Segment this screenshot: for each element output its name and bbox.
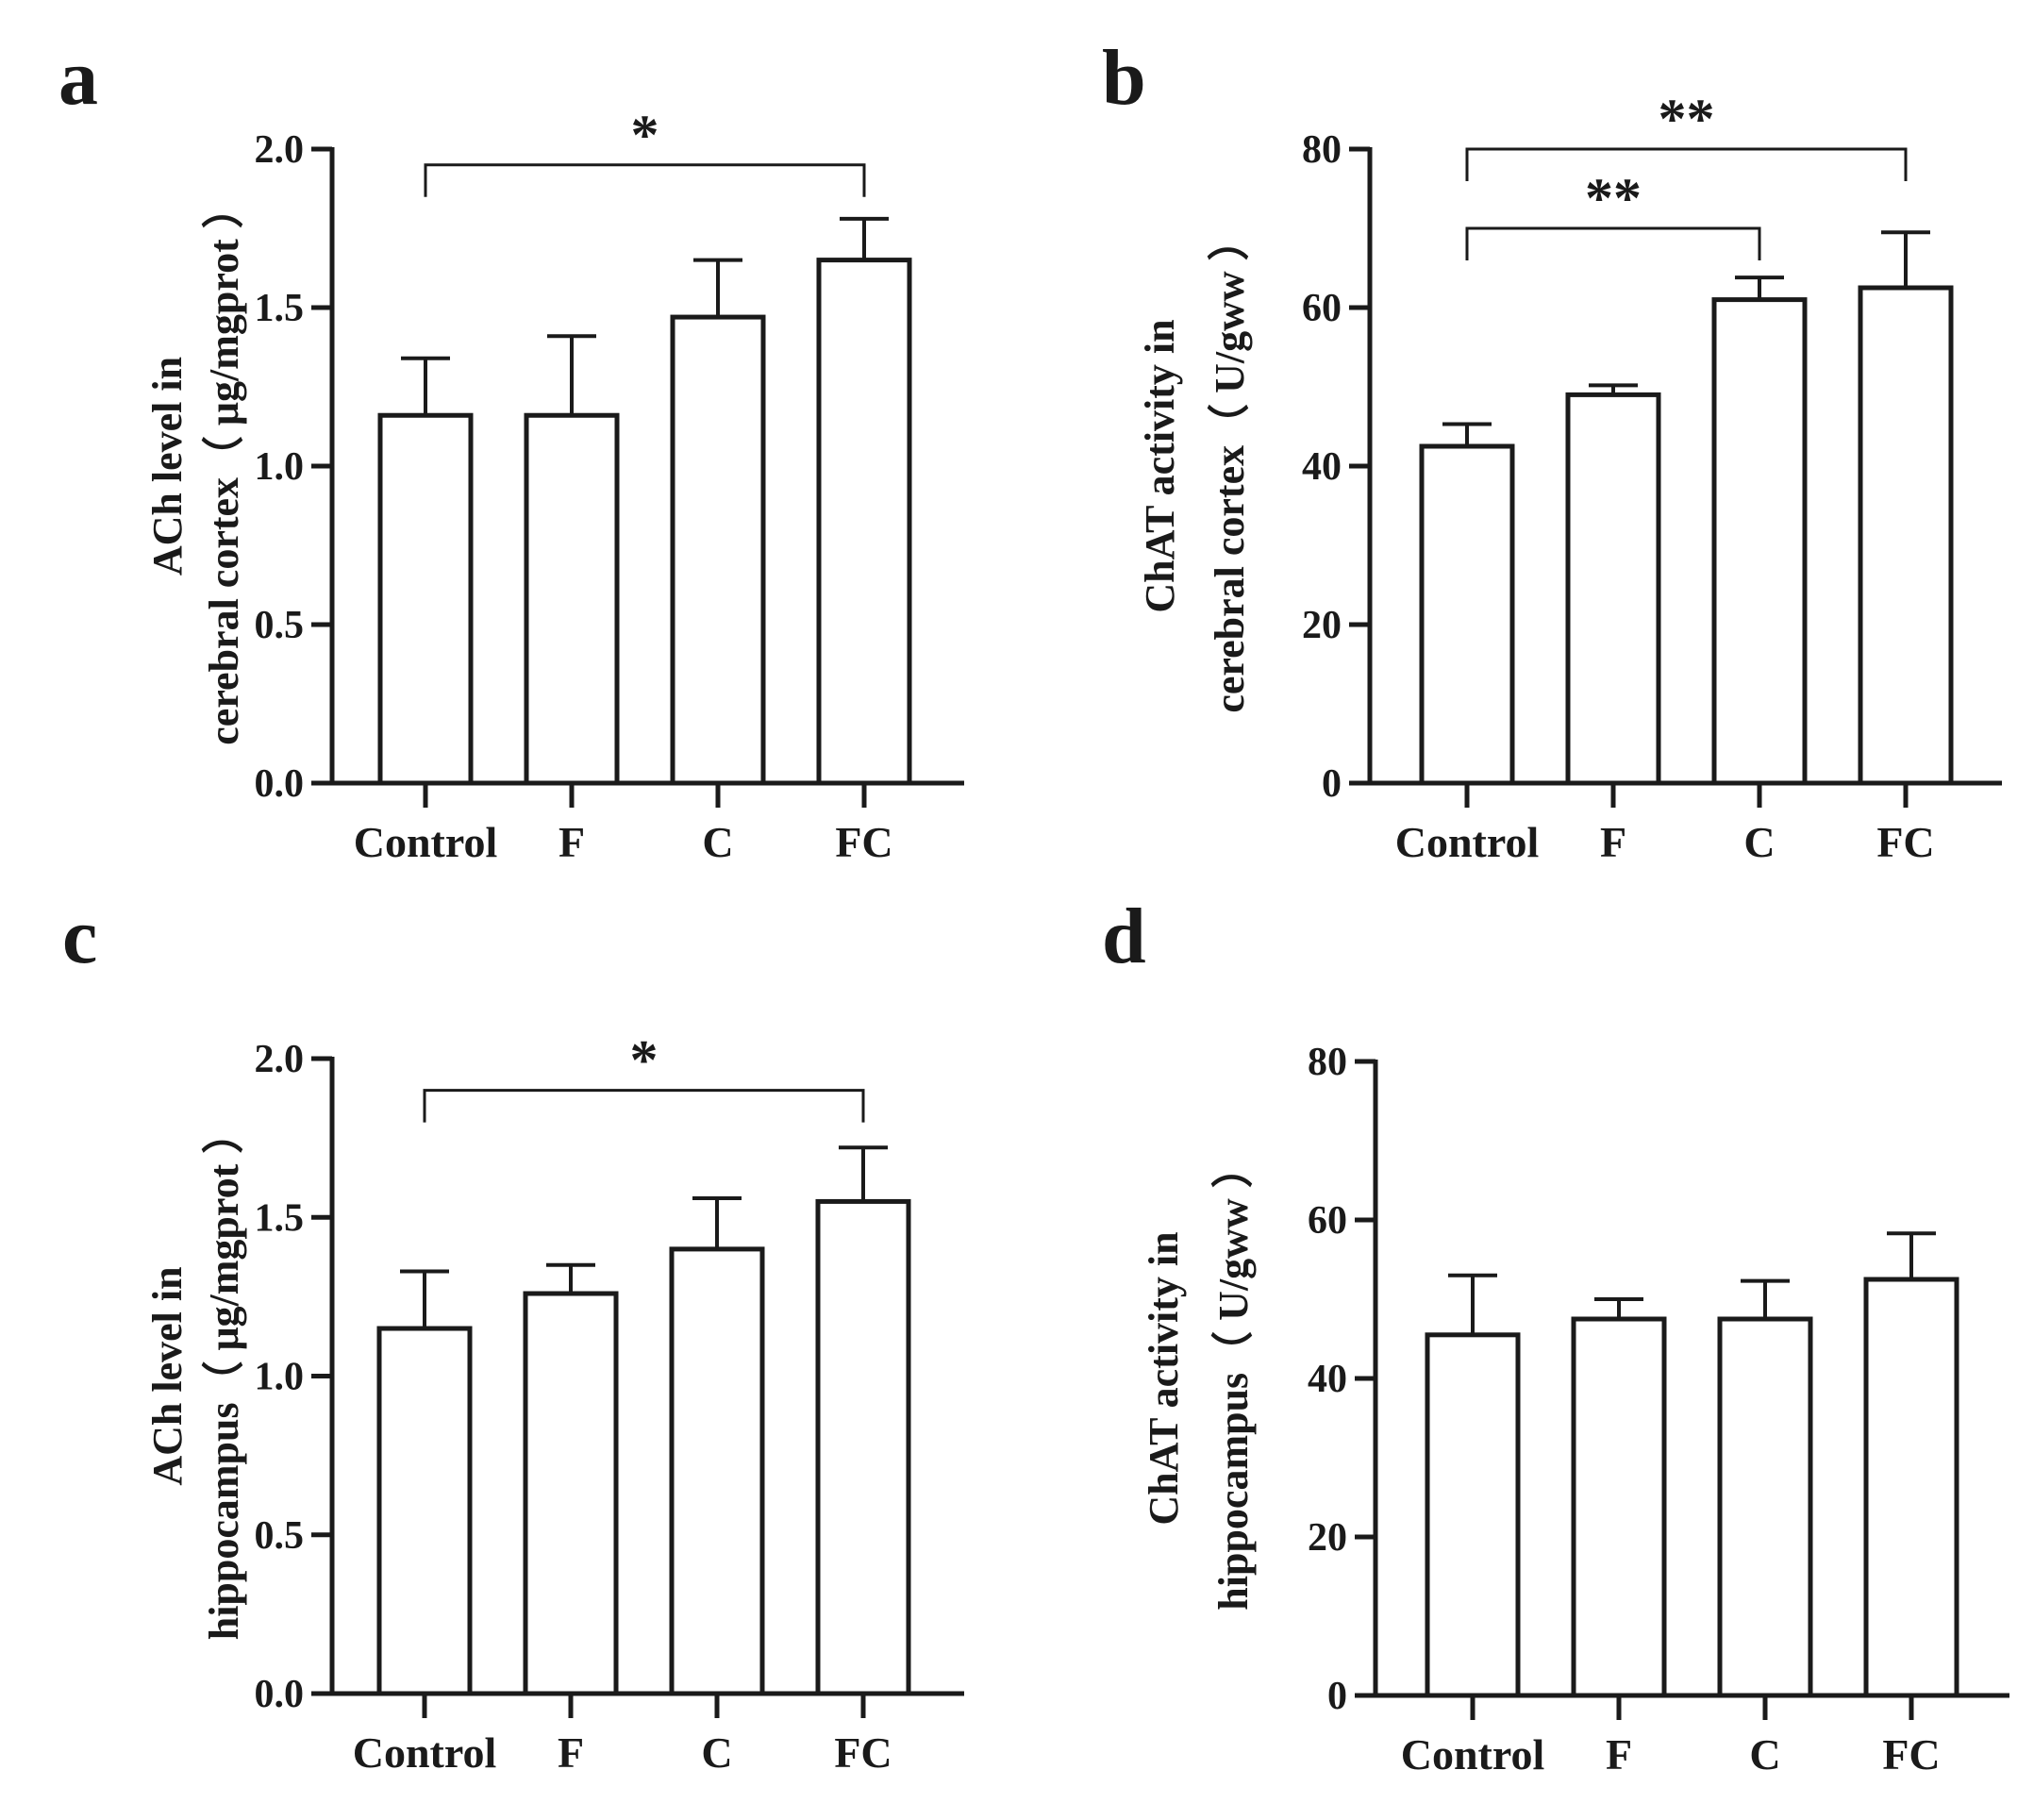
panel-b-bar-c — [1711, 297, 1808, 786]
panel-letter-c: c — [62, 893, 97, 980]
panel-a-y-tick-label: 1.5 — [255, 287, 305, 330]
panel-b-bar-f — [1565, 392, 1661, 786]
panel-c-x-tick-label-c: C — [701, 1728, 732, 1777]
panel-b-x-tick-label-f: F — [1600, 818, 1626, 866]
panel-a-bar-fc — [816, 258, 912, 786]
panel-b-y-axis-title-line1: ChAT activity in — [1137, 319, 1183, 612]
panel-b-x-tick-label-c: C — [1743, 818, 1775, 866]
panel-d-y-tick-label: 40 — [1308, 1358, 1347, 1401]
panel-d-y-tick-label: 20 — [1308, 1516, 1347, 1560]
panel-a-y-tick-label: 1.0 — [255, 445, 305, 489]
panel-c-y-tick-label: 0.5 — [255, 1514, 305, 1558]
panel-d-bar-f — [1571, 1316, 1667, 1698]
panel-c-y-axis-title-line2: hippocampus（ μg/mgprot ） — [201, 1112, 247, 1641]
panel-a-y-tick-label: 0.0 — [255, 762, 305, 806]
panel-c-y-axis-title-line1: ACh level in — [144, 1266, 191, 1485]
panel-b-significance-bracket-1 — [1465, 147, 1908, 181]
panel-d-bar-c — [1717, 1316, 1813, 1698]
panel-b-significance-bracket-0 — [1465, 226, 1761, 260]
panel-b-significance-label-1: ** — [1659, 88, 1715, 150]
panel-c-bar-f — [523, 1291, 619, 1696]
panel-b-y-tick-label: 80 — [1302, 128, 1342, 172]
panel-c-significance-bracket-0 — [423, 1089, 865, 1123]
panel-c-bar-fc — [815, 1198, 911, 1696]
panel-a-y-tick-label: 2.0 — [255, 128, 305, 172]
panel-c-y-tick-label: 1.0 — [255, 1356, 305, 1399]
panel-b-bar-fc — [1858, 285, 1954, 786]
panel-a-x-tick-label-control: Control — [354, 818, 498, 866]
panel-d-x-tick-label-f: F — [1606, 1730, 1632, 1778]
panel-c-significance-label-0: * — [630, 1029, 659, 1092]
panel-b-x-tick-label-control: Control — [1395, 818, 1540, 866]
panel-a-bar-f — [524, 412, 620, 786]
panel-a-y-axis-title-line2: cerebral cortex（ μg/mgprot ） — [201, 187, 247, 744]
panel-a-x-tick-label-f: F — [559, 818, 585, 866]
panel-b-y-axis-title-line2: cerebral cortex（ U/gww ） — [1207, 219, 1253, 712]
panel-d-y-tick-label: 0 — [1327, 1675, 1347, 1718]
panel-a-x-tick-label-fc: FC — [835, 818, 892, 866]
panel-letter-b: b — [1102, 34, 1146, 122]
panel-d-y-tick-label: 80 — [1308, 1041, 1347, 1084]
panel-b-x-tick-label-fc: FC — [1876, 818, 1934, 866]
panel-c-bar-c — [669, 1246, 765, 1696]
panel-d-x-tick-label-fc: FC — [1882, 1730, 1940, 1778]
panel-d-bar-fc — [1863, 1277, 1959, 1698]
panel-a-x-tick-label-c: C — [702, 818, 733, 866]
panel-c-x-tick-label-f: F — [558, 1728, 584, 1777]
panel-a-significance-label-0: * — [631, 104, 659, 166]
panel-b-bar-control — [1419, 443, 1515, 786]
panel-c-bar-control — [376, 1326, 473, 1696]
panel-d-y-axis-title-line1: ChAT activity in — [1141, 1231, 1187, 1525]
panel-d-y-axis-title-line2: hippocampus（ U/gww ） — [1210, 1146, 1257, 1610]
panel-a-y-tick-label: 0.5 — [255, 604, 305, 647]
panel-a-bar-control — [377, 412, 474, 786]
panel-b-y-tick-label: 20 — [1302, 604, 1342, 647]
panel-c-x-tick-label-control: Control — [353, 1728, 497, 1777]
panel-c-y-tick-label: 0.0 — [255, 1673, 305, 1716]
panel-d-x-tick-label-control: Control — [1401, 1730, 1545, 1778]
panel-c-y-tick-label: 1.5 — [255, 1196, 305, 1240]
panel-d-bar-control — [1425, 1332, 1521, 1698]
panel-c-x-tick-label-fc: FC — [834, 1728, 892, 1777]
panel-d-y-tick-label: 60 — [1308, 1199, 1347, 1243]
panel-letter-d: d — [1102, 893, 1146, 980]
panel-b-y-tick-label: 0 — [1322, 762, 1342, 806]
panel-c-y-tick-label: 2.0 — [255, 1038, 305, 1081]
panel-b-y-tick-label: 60 — [1302, 287, 1342, 330]
panel-a-significance-bracket-0 — [424, 163, 866, 197]
panel-b-y-tick-label: 40 — [1302, 445, 1342, 489]
panel-b-significance-label-0: ** — [1585, 167, 1642, 229]
panel-a-bar-c — [670, 314, 766, 786]
panel-d-x-tick-label-c: C — [1749, 1730, 1780, 1778]
panel-a-y-axis-title-line1: ACh level in — [144, 357, 191, 576]
panel-letter-a: a — [58, 34, 98, 122]
